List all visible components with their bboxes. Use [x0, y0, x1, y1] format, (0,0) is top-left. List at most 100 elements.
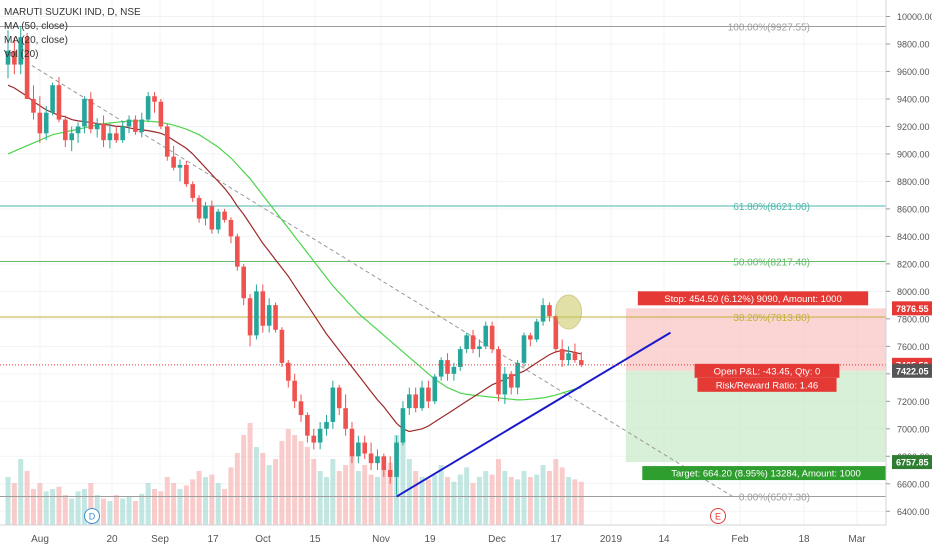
candle — [5, 30, 11, 79]
volume-bar — [324, 477, 329, 525]
volume-bar — [247, 423, 253, 525]
volume-bar — [126, 496, 132, 525]
candle — [464, 332, 469, 354]
candle-body — [381, 456, 387, 471]
candle — [317, 421, 323, 450]
dashed-trendline — [7, 50, 735, 498]
support-trendline — [396, 331, 671, 498]
candle — [196, 195, 202, 223]
candle — [18, 26, 24, 75]
volume-bar — [215, 483, 221, 525]
candle-body — [464, 335, 469, 350]
volume-bar — [37, 483, 43, 525]
legend-ma50: MA (50, close) — [4, 21, 68, 32]
volume-bar — [164, 477, 170, 525]
volume-bar — [5, 477, 11, 525]
fib-label: 0.00%(6507.30) — [739, 493, 810, 504]
volume-bar — [508, 477, 514, 525]
candle-body — [139, 119, 145, 132]
time-tick-label: Dec — [488, 534, 506, 545]
stop-label: Stop: 454.50 (6.12%) 9090, Amount: 1000 — [637, 291, 869, 306]
volume-bar — [521, 471, 527, 525]
volume-bar — [534, 474, 540, 525]
candle-body — [247, 298, 253, 336]
candle — [381, 453, 387, 477]
candle-body — [540, 305, 546, 322]
volume-bar — [113, 495, 119, 525]
candle — [413, 387, 418, 413]
volume-bar — [18, 459, 24, 525]
candle — [457, 346, 463, 372]
candle — [336, 384, 342, 416]
volume-bar — [578, 481, 584, 525]
candle — [88, 92, 94, 134]
volume-bar — [292, 435, 298, 525]
volume-bar — [419, 477, 425, 525]
volume-bar — [553, 459, 559, 525]
price-tick-label: 9600.00 — [897, 67, 930, 77]
candle-body — [88, 98, 94, 130]
candle — [203, 202, 208, 226]
candle — [43, 105, 49, 141]
volume-bar — [56, 486, 62, 525]
candle — [349, 421, 355, 464]
candle — [330, 380, 336, 429]
volume-bar — [362, 465, 368, 525]
candle — [31, 85, 36, 120]
time-tick-label: 17 — [550, 534, 562, 545]
candle — [547, 302, 552, 322]
candle-body — [305, 415, 310, 436]
candle-body — [330, 387, 336, 422]
volume-bar — [50, 489, 56, 525]
candle-body — [438, 360, 444, 377]
candle-body — [107, 133, 113, 141]
time-tick-label: 17 — [207, 534, 219, 545]
volume-bar — [304, 447, 310, 525]
volume-bar — [311, 459, 317, 525]
candle-body — [164, 126, 170, 157]
pnl-label-text: Open P&L: -43.45, Qty: 0 — [714, 366, 821, 377]
volume-bar — [566, 477, 572, 525]
candle-body — [553, 316, 559, 350]
candle-body — [336, 387, 342, 409]
price-tick-label: 7000.00 — [897, 424, 930, 434]
candle — [120, 120, 125, 143]
time-tick-label: Sep — [151, 534, 169, 545]
candle-body — [419, 387, 425, 409]
candle-body — [375, 456, 380, 464]
candle — [222, 208, 227, 223]
volume-bar — [413, 471, 419, 525]
volume-bar — [62, 495, 68, 525]
candle — [215, 208, 221, 234]
candle-body — [394, 442, 399, 477]
candle — [521, 332, 527, 367]
fib-label: 50.00%(8217.40) — [733, 257, 810, 268]
volume-bar — [451, 481, 457, 525]
candle — [368, 442, 374, 471]
candle — [145, 92, 151, 123]
price-tick-label: 8400.00 — [897, 232, 930, 242]
candle-body — [273, 305, 278, 330]
candle-body — [126, 119, 132, 127]
volume-bar — [515, 479, 521, 525]
legend-title: MARUTI SUZUKI IND, D, NSE — [4, 7, 141, 18]
time-tick-label: 20 — [106, 534, 118, 545]
price-tick-label: 9200.00 — [897, 122, 930, 132]
volume-bar — [343, 465, 349, 525]
volume-bar — [253, 447, 259, 525]
candle-body — [101, 123, 106, 141]
pnl-label-bg — [694, 363, 840, 378]
candle — [126, 115, 132, 134]
time-tick-label: Mar — [848, 534, 866, 545]
volume-bar — [132, 501, 138, 525]
stop-label-text: Stop: 454.50 (6.12%) 9090, Amount: 1000 — [664, 294, 841, 305]
volume-bar — [387, 462, 393, 525]
price-tick-label: 8800.00 — [897, 177, 930, 187]
candle-body — [368, 453, 374, 464]
candle-body — [177, 164, 183, 168]
time-axis: Aug 20 Sep 17 Oct 15 Nov 19 Dec 17 2019 14 Feb 18 Mar — [31, 534, 866, 545]
candle — [477, 339, 482, 358]
candle — [375, 449, 380, 471]
candle — [483, 321, 489, 350]
stop-label-bg — [637, 291, 869, 306]
